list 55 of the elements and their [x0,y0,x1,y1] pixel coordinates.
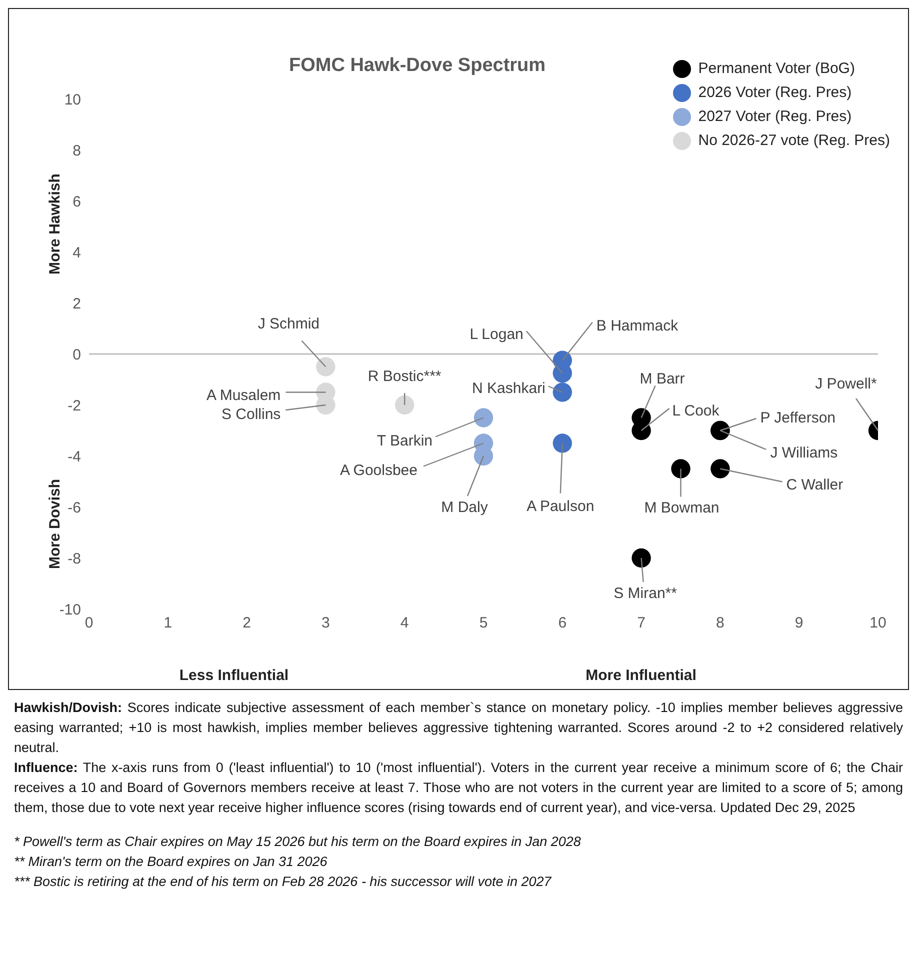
x-tick-label: 1 [164,614,172,632]
annotation: P Jefferson [760,409,836,426]
chart-title: FOMC Hawk-Dove Spectrum [289,55,546,77]
annotation: A Musalem [206,387,281,404]
y-tick-label: 10 [64,91,81,108]
annotation: C Waller [786,476,844,494]
annotation: J Powell* [815,375,878,392]
x-tick-label: 10 [870,614,886,632]
x-tick-label: 4 [400,614,409,632]
text: Less Influential [179,667,289,684]
annotation: M Barr [640,370,685,388]
y-tick-label: 2 [72,295,81,312]
legend-label: Permanent Voter (BoG) [698,59,855,79]
text: Hawkish/Dovish: Scores indicate subjective assessment of each member`s stance on monetary policy. -10 implies member believes aggressive easing warranted; +10 is most hawkish, implies member believes aggressive tightening warranted. Scores around -2 to +2 considered relatively neutral. [14,699,903,757]
legend-label: 2026 Voter (Reg. Pres) [698,83,852,103]
annotation: B Hammack [596,317,679,334]
text: ** Miran's term on the Board expires on Jan 31 2026 [14,853,328,871]
text: More Influential [586,667,696,684]
y-tick-label: 8 [72,142,81,160]
y-tick-label: -8 [68,550,81,568]
legend-label: 2027 Voter (Reg. Pres) [698,107,852,127]
text: Influence: The x-axis runs from 0 ('least influential') to 10 ('most influential'). Voters in the current year receive a minimum score of 6; the Chair receives a 10 and Board of Governors members receive at least 7. Those who are not voters in the current year are limited to a score of 5; among them, those due to vote next year receive higher influence scores (rising towards end of current year), and vice-versa. Updated Dec 29, 2025 [14,759,903,817]
x-tick-label: 2 [242,614,251,632]
y-tick-label: 0 [72,346,81,364]
x-tick-label: 8 [716,614,724,632]
annotation: T Barkin [376,432,432,450]
annotation: J Schmid [258,316,320,333]
annotation: S Miran** [614,584,678,602]
annotation: S Collins [222,406,281,423]
text: More Dovish [46,478,64,570]
annotation: M Daly [441,498,488,516]
x-tick-label: 3 [322,614,330,632]
x-tick-label: 9 [794,614,804,632]
annotation: A Goolsbee [340,462,418,480]
text: More Hawkish [46,174,64,274]
y-tick-label: 6 [72,193,81,210]
text: *** Bostic is retiring at the end of his term on Feb 28 2026 - his successor will vote in 2027 [14,873,552,891]
x-tick-label: 0 [84,614,94,632]
annotation: N Kashkari [472,380,546,398]
y-tick-label: -6 [68,499,81,516]
annotation: R Bostic*** [368,368,442,385]
annotation: L Cook [672,402,720,420]
annotation: L Logan [470,326,524,344]
annotation: M Bowman [644,500,720,517]
annotation: J Williams [770,444,838,462]
y-tick-label: -4 [68,448,81,466]
y-tick-label: 4 [72,244,81,262]
x-tick-label: 5 [479,614,488,632]
annotation: A Paulson [526,498,594,516]
y-tick-label: -10 [59,601,81,618]
text: * Powell's term as Chair expires on May 15 2026 but his term on the Board expires in Jan 2028 [14,833,582,851]
x-tick-label: 7 [637,614,646,632]
x-tick-label: 6 [558,614,567,632]
y-tick-label: -2 [68,397,81,414]
legend-label: No 2026-27 vote (Reg. Pres) [698,131,890,151]
